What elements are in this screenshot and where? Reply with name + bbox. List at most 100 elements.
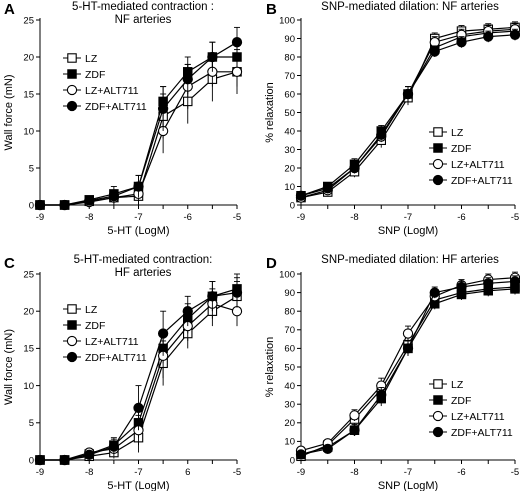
panel-b: B SNP-mediated dilation: NF arteries 0 10 20…	[264, 1, 520, 237]
data-point	[207, 51, 218, 63]
data-point	[34, 199, 46, 211]
series-line	[300, 30, 516, 197]
legend-label: ZDF+ALT711	[85, 101, 147, 113]
series-zdf-alt711	[34, 26, 243, 211]
x-tick-label: -9	[297, 212, 305, 223]
y-tick-label: 40	[284, 126, 295, 137]
data-point	[349, 410, 360, 421]
x-tick-label: -7	[404, 467, 412, 478]
chart-title: HF arteries	[115, 267, 172, 279]
series-zdf	[296, 25, 520, 201]
legend-label: LZ+ALT711	[85, 85, 139, 97]
data-point	[231, 306, 243, 317]
data-point	[182, 306, 193, 317]
x-tick-label: -5	[511, 467, 519, 478]
panel-letter: B	[266, 1, 277, 18]
legend-label: LZ	[85, 53, 98, 65]
x-tick-label: -9	[36, 467, 44, 478]
x-tick-label: -5	[233, 212, 241, 223]
x-tick-label: -9	[297, 467, 305, 478]
data-point	[349, 425, 360, 436]
legend-marker	[66, 100, 78, 112]
legend-marker	[66, 84, 78, 96]
data-point	[157, 103, 169, 114]
data-point	[429, 37, 440, 48]
data-point	[376, 129, 387, 140]
y-tick-label: 10	[23, 381, 34, 392]
series-zdf-alt711	[295, 275, 520, 460]
legend-marker	[433, 379, 443, 389]
series-line	[300, 277, 516, 452]
series-line	[300, 26, 516, 199]
legend-label: ZDF+ALT711	[451, 427, 513, 439]
y-axis-label: % relaxation	[264, 82, 276, 143]
panel-a: A 5-HT-mediated contraction :NF arteries 0…	[3, 1, 243, 237]
legend: LZ ZDF LZ+ALT711 ZDF+ALT711	[429, 127, 513, 187]
legend-marker	[67, 304, 77, 314]
x-tick-label: -9	[36, 212, 44, 223]
data-point	[509, 29, 520, 40]
legend-marker	[66, 351, 78, 363]
x-tick-label: -7	[134, 212, 142, 223]
legend-marker	[432, 426, 444, 438]
y-tick-label: 80	[284, 307, 295, 318]
data-point	[402, 343, 414, 354]
legend-label: LZ+ALT711	[451, 411, 505, 423]
chart-title: 5-HT-mediated contraction :	[72, 1, 214, 13]
y-tick-label: 80	[284, 52, 295, 63]
y-tick-label: 0	[290, 455, 295, 466]
panel-d: D SNP-mediated dilation: HF arteries 0 10 20…	[264, 254, 520, 492]
x-axis-label: SNP (LogM)	[378, 480, 438, 491]
x-tick-label: -6	[184, 212, 192, 223]
y-tick-label: 5	[29, 163, 34, 174]
y-tick-label: 20	[284, 418, 295, 429]
data-point	[429, 46, 440, 57]
legend-label: LZ	[451, 379, 464, 391]
x-tick-label: -8	[85, 467, 93, 478]
x-tick-label: -5	[511, 212, 519, 223]
series-line	[300, 28, 516, 199]
y-tick-label: 25	[23, 269, 34, 280]
chart-title: NF arteries	[115, 14, 172, 26]
data-point	[231, 37, 243, 48]
data-point	[133, 402, 144, 414]
data-point	[402, 88, 414, 100]
y-tick-label: 15	[23, 344, 34, 355]
data-point	[402, 328, 414, 339]
y-tick-label: 90	[284, 34, 295, 45]
y-tick-label: 5	[29, 418, 34, 429]
data-point	[376, 389, 387, 401]
data-point	[483, 31, 494, 42]
y-tick-label: 70	[284, 325, 295, 336]
data-point	[182, 74, 193, 85]
y-tick-label: 60	[284, 344, 295, 355]
legend: LZ ZDF LZ+ALT711 ZDF+ALT711	[63, 53, 147, 113]
data-point	[231, 66, 243, 77]
data-point	[295, 190, 307, 201]
legend-label: LZ	[451, 127, 464, 139]
y-tick-label: 60	[284, 89, 295, 100]
legend-marker	[433, 143, 443, 153]
data-point	[133, 181, 144, 192]
data-point	[456, 281, 467, 293]
y-tick-label: 0	[29, 200, 34, 211]
data-point	[108, 190, 120, 202]
data-point	[34, 454, 46, 466]
data-point	[483, 278, 494, 289]
legend-label: ZDF	[85, 69, 105, 81]
legend: LZ ZDF LZ+ALT711 ZDF+ALT711	[429, 379, 513, 439]
x-tick-label: -8	[85, 212, 93, 223]
y-axis-label: Wall force (mN)	[3, 75, 15, 151]
x-tick-label: -6	[457, 212, 465, 223]
x-tick-label: -5	[233, 467, 241, 478]
x-tick-label: -7	[134, 467, 142, 478]
y-tick-label: 20	[284, 163, 295, 174]
y-tick-label: 90	[284, 288, 295, 299]
y-tick-label: 0	[29, 455, 34, 466]
y-tick-label: 100	[279, 15, 295, 26]
legend-marker	[66, 335, 78, 347]
panel-c: C 5-HT-mediated contraction:HF arteries 0 5…	[3, 254, 243, 492]
data-point	[322, 443, 333, 454]
y-tick-label: 15	[23, 89, 34, 100]
